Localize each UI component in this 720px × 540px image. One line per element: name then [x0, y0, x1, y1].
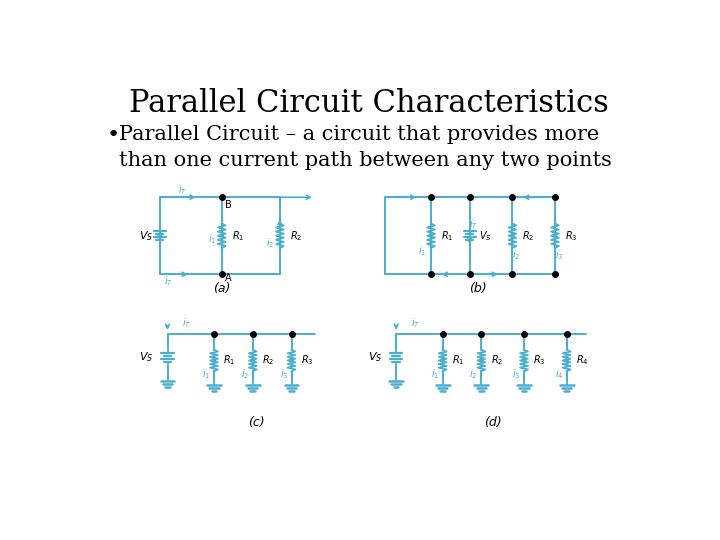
Text: $i_2$: $i_2$ [512, 248, 521, 262]
Text: Parallel Circuit – a circuit that provides more
than one current path between an: Parallel Circuit – a circuit that provid… [120, 125, 612, 170]
Text: $R_4$: $R_4$ [576, 354, 589, 367]
Text: $i_3$: $i_3$ [554, 248, 563, 262]
Text: A: A [225, 273, 231, 283]
Text: $V_S$: $V_S$ [139, 229, 153, 242]
Text: $i_1$: $i_1$ [202, 367, 210, 381]
Text: (d): (d) [484, 416, 502, 429]
Text: $i_2$: $i_2$ [241, 367, 249, 381]
Text: $R_2$: $R_2$ [290, 229, 302, 242]
Text: $R_1$: $R_1$ [452, 354, 464, 367]
Text: $i_1$: $i_1$ [208, 233, 217, 246]
Text: $i_3$: $i_3$ [279, 367, 288, 381]
Text: B: B [225, 200, 232, 210]
Text: $i_T$: $i_T$ [469, 217, 478, 231]
Text: $R_2$: $R_2$ [490, 354, 503, 367]
Text: $i_1$: $i_1$ [418, 244, 426, 258]
Text: $i_4$: $i_4$ [554, 367, 563, 381]
Text: Parallel Circuit Characteristics: Parallel Circuit Characteristics [129, 88, 609, 119]
Text: $R_3$: $R_3$ [301, 354, 313, 367]
Text: (c): (c) [248, 416, 265, 429]
Text: (a): (a) [213, 281, 230, 295]
Text: $R_1$: $R_1$ [441, 229, 454, 242]
Text: $i_T$: $i_T$ [164, 274, 174, 288]
Text: $R_1$: $R_1$ [232, 229, 244, 242]
Text: $R_1$: $R_1$ [223, 354, 235, 367]
Text: •: • [107, 125, 120, 145]
Text: $R_3$: $R_3$ [534, 354, 546, 367]
Text: $i_T$: $i_T$ [182, 316, 192, 329]
Text: $i_T$: $i_T$ [411, 316, 420, 329]
Text: $V_S$: $V_S$ [368, 350, 382, 365]
Text: $R_3$: $R_3$ [565, 229, 577, 242]
Text: (b): (b) [469, 281, 486, 295]
Text: $i_2$: $i_2$ [266, 237, 275, 251]
Text: $i_3$: $i_3$ [512, 367, 521, 381]
Text: $i_2$: $i_2$ [469, 367, 478, 381]
Text: $R_2$: $R_2$ [523, 229, 535, 242]
Text: $i_T$: $i_T$ [179, 184, 188, 197]
Text: $i_1$: $i_1$ [431, 367, 439, 381]
Text: $V_S$: $V_S$ [139, 350, 153, 365]
Text: $R_2$: $R_2$ [262, 354, 274, 367]
Text: $V_S$: $V_S$ [479, 229, 492, 242]
